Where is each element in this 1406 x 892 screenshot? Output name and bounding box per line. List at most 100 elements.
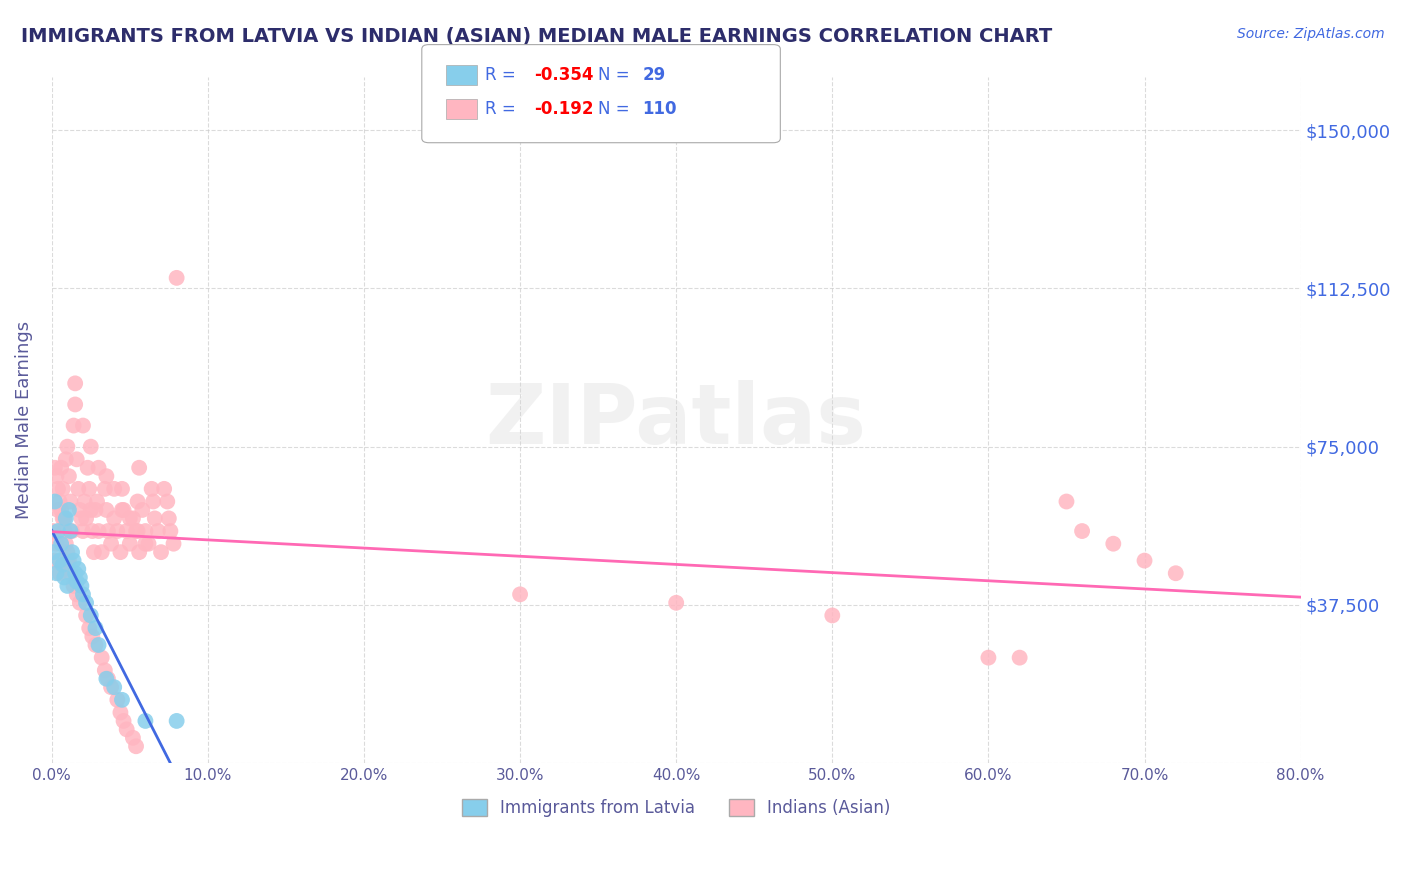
Point <box>53 570 76 584</box>
Point <box>97 524 120 538</box>
Point <box>105 693 128 707</box>
Point <box>69 570 91 584</box>
Point <box>115 723 138 737</box>
Point <box>72 524 94 538</box>
Point <box>110 545 132 559</box>
Legend: Immigrants from Latvia, Indians (Asian): Immigrants from Latvia, Indians (Asian) <box>456 792 897 823</box>
Text: N =: N = <box>598 100 634 118</box>
Point <box>58 503 80 517</box>
Point <box>112 503 135 517</box>
Point <box>162 537 184 551</box>
Point <box>103 511 125 525</box>
Point <box>125 524 148 538</box>
Point <box>97 672 120 686</box>
Point <box>46 524 69 538</box>
Point <box>56 579 79 593</box>
Point <box>127 524 149 538</box>
Point <box>146 524 169 538</box>
Point <box>1102 537 1125 551</box>
Point <box>45 537 67 551</box>
Point <box>45 566 67 581</box>
Point <box>60 524 83 538</box>
Point <box>138 537 160 551</box>
Point <box>821 608 844 623</box>
Point <box>58 553 80 567</box>
Point <box>150 545 173 559</box>
Point <box>80 503 103 517</box>
Point <box>509 587 531 601</box>
Point <box>49 537 72 551</box>
Point <box>80 440 103 454</box>
Point <box>49 460 72 475</box>
Point <box>131 503 153 517</box>
Point <box>103 680 125 694</box>
Point <box>70 511 93 525</box>
Point <box>59 524 82 538</box>
Point <box>52 482 75 496</box>
Point <box>44 460 66 475</box>
Text: -0.192: -0.192 <box>534 100 593 118</box>
Point <box>141 482 163 496</box>
Point <box>84 503 107 517</box>
Point <box>73 494 96 508</box>
Point <box>48 553 70 567</box>
Point <box>56 440 79 454</box>
Point <box>77 621 100 635</box>
Point <box>134 714 156 728</box>
Point <box>125 739 148 754</box>
Point <box>111 482 134 496</box>
Point <box>977 650 1000 665</box>
Point <box>1071 524 1094 538</box>
Point <box>84 638 107 652</box>
Point <box>52 558 75 572</box>
Point <box>96 469 118 483</box>
Point <box>52 511 75 525</box>
Point <box>75 511 97 525</box>
Y-axis label: Median Male Earnings: Median Male Earnings <box>15 321 32 519</box>
Text: -0.354: -0.354 <box>534 66 593 84</box>
Point <box>128 460 150 475</box>
Point <box>48 566 70 581</box>
Text: 29: 29 <box>643 66 666 84</box>
Point <box>134 524 156 538</box>
Point <box>1133 553 1156 567</box>
Point <box>100 537 122 551</box>
Point <box>69 503 91 517</box>
Point <box>62 579 84 593</box>
Point <box>59 494 82 508</box>
Point <box>44 553 66 567</box>
Text: R =: R = <box>485 66 522 84</box>
Text: N =: N = <box>598 66 634 84</box>
Point <box>82 630 104 644</box>
Point <box>118 511 141 525</box>
Point <box>159 524 181 538</box>
Point <box>66 452 89 467</box>
Point <box>53 511 76 525</box>
Point <box>72 587 94 601</box>
Point <box>70 579 93 593</box>
Point <box>87 524 110 538</box>
Point <box>49 503 72 517</box>
Point <box>55 511 77 525</box>
Point <box>157 511 180 525</box>
Point <box>115 524 138 538</box>
Point <box>103 482 125 496</box>
Point <box>153 482 176 496</box>
Point <box>67 562 90 576</box>
Point <box>96 503 118 517</box>
Point <box>55 452 77 467</box>
Point <box>1056 494 1078 508</box>
Point <box>143 511 166 525</box>
Point <box>94 663 117 677</box>
Point <box>63 566 86 581</box>
Point <box>42 524 65 538</box>
Point <box>84 621 107 635</box>
Point <box>62 553 84 567</box>
Point <box>77 482 100 496</box>
Point <box>111 693 134 707</box>
Point <box>1164 566 1187 581</box>
Point <box>59 566 82 581</box>
Point <box>127 494 149 508</box>
Point <box>111 503 134 517</box>
Point <box>90 650 112 665</box>
